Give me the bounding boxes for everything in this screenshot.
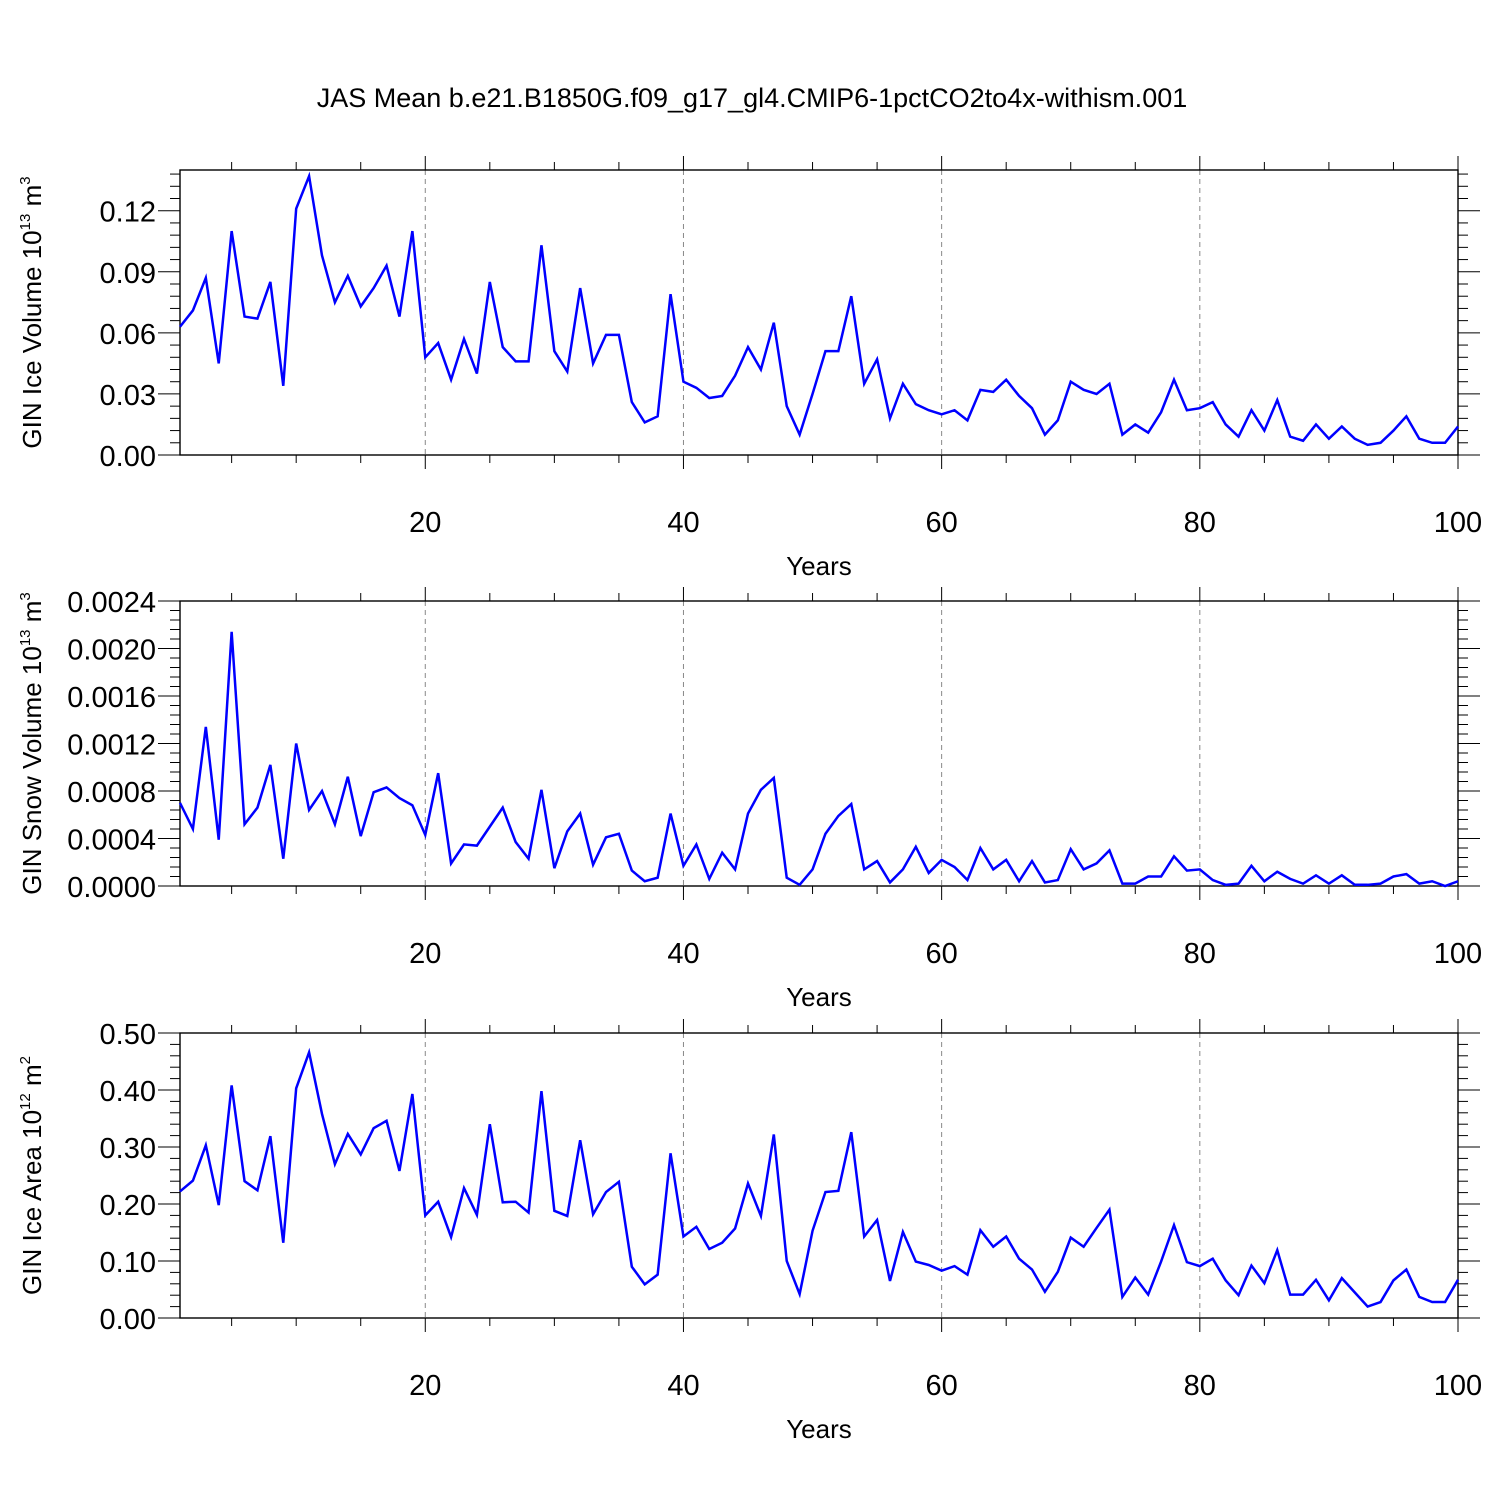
x-axis-title: Years (786, 551, 852, 581)
plot-frame (179, 169, 1459, 456)
x-tick-label: 20 (409, 938, 441, 970)
x-tick-label: 80 (1184, 1370, 1216, 1402)
y-tick-label: 0.10 (100, 1247, 156, 1279)
y-tick-label: 0.50 (100, 1019, 156, 1051)
series-line-snow-volume (178, 631, 1459, 888)
y-axis-title-unit-exponent: 3 (17, 592, 34, 600)
x-axis-title: Years (786, 1414, 852, 1444)
y-axis-title-unit-exponent: 2 (17, 1056, 34, 1064)
chart-panel-snow-volume: 20 40 60 80 100 0.0000 0.0004 0.0008 0.0012 0.001… (17, 587, 1482, 1012)
y-tick-label: 0.0000 (67, 872, 156, 904)
y-ticks (158, 173, 1480, 456)
y-tick-label: 0.06 (100, 319, 156, 351)
x-tick-label: 20 (409, 507, 441, 539)
x-tick-label: 60 (926, 507, 958, 539)
x-axis-title: Years (786, 982, 852, 1012)
series-line-ice-area (179, 1047, 1460, 1309)
y-axis-title-exponent: 13 (17, 214, 34, 231)
y-ticks (158, 1032, 1480, 1319)
chart-panel-ice-area: 20 40 60 80 100 0.00 0.10 0.20 0.30 0.40 0.50 Years… (17, 1019, 1482, 1444)
y-axis-title-unit-exponent: 3 (17, 176, 34, 184)
x-ticks (231, 587, 1459, 900)
y-axis-title-exponent: 12 (17, 1093, 34, 1110)
y-tick-label: 0.40 (100, 1076, 156, 1108)
y-axis-title-text: GIN Ice Volume 10 (17, 230, 47, 448)
y-axis-title: GIN Snow Volume 1013 m3 (17, 592, 47, 895)
y-tick-label: 0.00 (100, 1304, 156, 1336)
x-tick-label: 100 (1434, 1370, 1482, 1402)
y-tick-label: 0.0024 (67, 587, 156, 619)
x-tick-label: 80 (1184, 507, 1216, 539)
y-tick-label: 0.0004 (67, 825, 156, 857)
y-tick-label: 0.03 (100, 380, 156, 412)
plot-frame (179, 1032, 1459, 1319)
y-axis-title-text: GIN Ice Area 10 (17, 1110, 47, 1295)
x-tick-label: 80 (1184, 938, 1216, 970)
y-ticks (158, 600, 1480, 887)
y-axis-title-exponent: 13 (17, 629, 34, 646)
y-tick-label: 0.12 (100, 197, 156, 229)
y-axis-title: GIN Ice Area 1012 m2 (17, 1056, 47, 1295)
x-tick-label: 20 (409, 1370, 441, 1402)
panels: 20 40 60 80 100 0.00 0.03 0.06 0.09 0.12 Years GIN … (17, 156, 1482, 1444)
y-axis-title: GIN Ice Volume 1013 m3 (17, 176, 47, 448)
x-tick-label: 40 (667, 507, 699, 539)
plot-frame (179, 600, 1459, 887)
x-ticks (231, 1019, 1459, 1332)
y-tick-label: 0.30 (100, 1133, 156, 1165)
y-tick-label: 0.00 (100, 441, 156, 473)
x-tick-label: 60 (926, 1370, 958, 1402)
y-axis-title-unit: m (17, 601, 47, 630)
series-line-ice-volume (179, 171, 1459, 447)
y-tick-label: 0.20 (100, 1190, 156, 1222)
chart-panel-ice-volume: 20 40 60 80 100 0.00 0.03 0.06 0.09 0.12 Years GIN … (17, 156, 1482, 581)
x-tick-label: 60 (926, 938, 958, 970)
y-axis-title-unit: m (17, 1064, 47, 1093)
y-tick-label: 0.0020 (67, 635, 156, 667)
figure-title: JAS Mean b.e21.B1850G.f09_g17_gl4.CMIP6-… (317, 83, 1188, 113)
y-tick-label: 0.0016 (67, 682, 156, 714)
x-tick-label: 100 (1434, 938, 1482, 970)
y-tick-label: 0.0008 (67, 777, 156, 809)
y-axis-title-unit: m (17, 185, 47, 214)
x-tick-label: 40 (667, 1370, 699, 1402)
y-tick-label: 0.09 (100, 258, 156, 290)
x-tick-label: 100 (1434, 507, 1482, 539)
x-ticks (231, 156, 1459, 469)
y-tick-label: 0.0012 (67, 730, 156, 762)
x-tick-label: 40 (667, 938, 699, 970)
y-axis-title-text: GIN Snow Volume 10 (17, 646, 47, 895)
